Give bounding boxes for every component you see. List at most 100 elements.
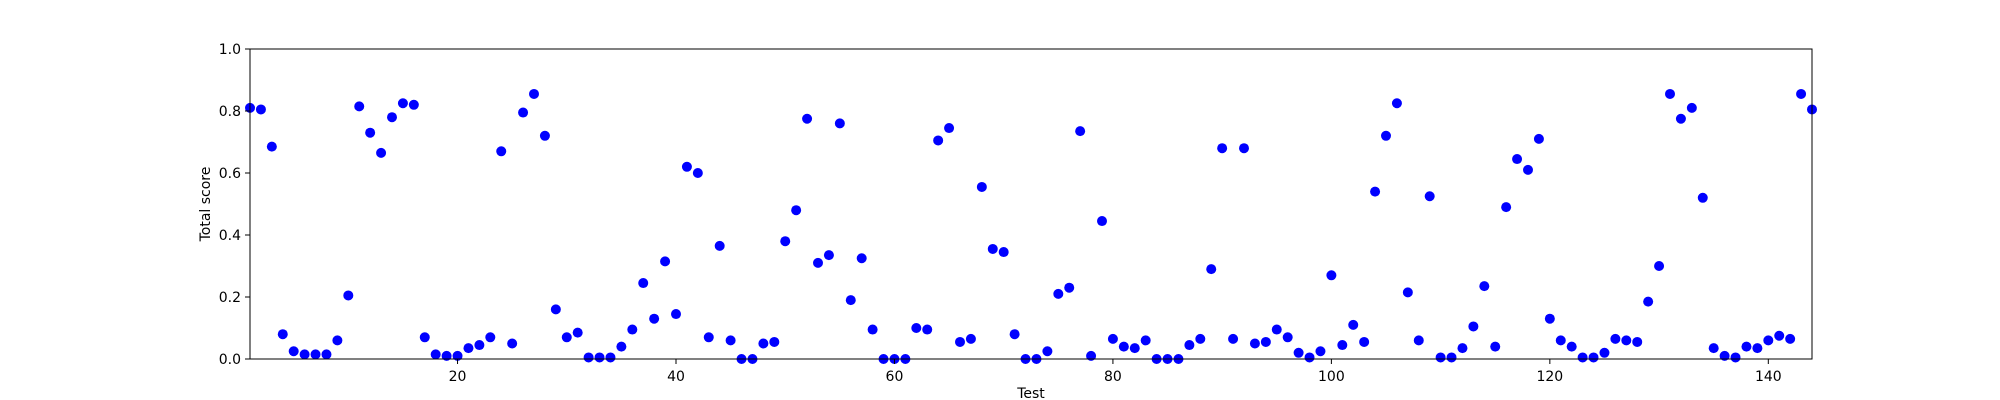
plot-area-frame — [249, 48, 1813, 360]
data-point — [507, 338, 518, 349]
data-point — [605, 352, 616, 363]
data-point — [408, 99, 419, 110]
data-point — [1293, 347, 1304, 358]
data-point — [627, 324, 638, 335]
y-axis-label: Total score — [198, 167, 214, 243]
data-point — [944, 123, 955, 134]
data-point — [321, 349, 332, 360]
data-point — [1654, 261, 1665, 271]
data-point — [955, 336, 965, 347]
data-point — [474, 340, 485, 351]
data-point — [441, 350, 452, 361]
data-point — [1533, 133, 1544, 144]
data-point — [1490, 341, 1501, 352]
x-tick-label: 60 — [886, 369, 904, 385]
data-point — [1697, 192, 1708, 203]
data-point — [354, 101, 365, 112]
data-point — [1610, 333, 1621, 344]
data-point — [714, 240, 725, 251]
data-point — [1304, 352, 1315, 363]
y-tick-label: 0.0 — [219, 352, 241, 368]
data-point — [387, 112, 397, 123]
data-point — [1523, 164, 1533, 175]
data-point — [299, 349, 310, 360]
data-point — [1315, 346, 1326, 357]
data-point — [1479, 281, 1490, 292]
data-point — [496, 146, 507, 157]
data-point — [638, 278, 649, 289]
data-point — [332, 335, 343, 346]
data-point — [692, 168, 703, 178]
data-point — [1730, 352, 1741, 363]
data-point — [813, 257, 823, 268]
data-point — [529, 88, 539, 99]
data-point — [965, 333, 976, 344]
x-tick-label: 80 — [1104, 369, 1122, 385]
x-tick-label: 20 — [449, 369, 467, 385]
data-point — [594, 352, 605, 363]
data-point — [1239, 143, 1249, 154]
x-axis-label: Test — [1016, 386, 1045, 400]
data-point — [1053, 288, 1064, 299]
data-point — [1708, 343, 1719, 354]
data-point — [1217, 143, 1228, 154]
data-point — [1260, 336, 1271, 347]
data-point — [1621, 335, 1632, 346]
y-tick-label: 0.8 — [219, 104, 241, 120]
data-point — [1686, 102, 1697, 113]
data-point — [1075, 126, 1086, 137]
data-point — [1675, 113, 1686, 124]
data-point — [1402, 287, 1413, 298]
data-point — [1468, 321, 1479, 332]
data-point — [419, 332, 430, 343]
data-point — [1140, 335, 1151, 346]
data-point — [1566, 341, 1577, 352]
data-point — [1774, 330, 1785, 341]
data-point — [1665, 88, 1675, 99]
data-point — [463, 343, 474, 354]
data-point — [1752, 343, 1763, 354]
data-point — [1741, 341, 1752, 352]
data-point — [867, 324, 878, 335]
data-point — [1599, 347, 1610, 358]
data-point — [671, 309, 681, 320]
data-point — [583, 352, 594, 363]
data-point — [266, 141, 277, 152]
data-point — [310, 349, 321, 360]
data-point — [1042, 346, 1053, 357]
data-point — [1249, 338, 1260, 349]
data-point — [791, 205, 802, 216]
y-axis-ticks: 0.0 0.2 0.4 0.6 0.8 1.0 — [219, 42, 250, 368]
y-tick-label: 1.0 — [219, 42, 241, 58]
data-point — [1391, 98, 1402, 109]
data-point — [365, 127, 376, 138]
data-point — [1457, 343, 1468, 354]
data-point — [1424, 191, 1435, 202]
data-point — [1118, 341, 1129, 352]
data-point — [780, 236, 791, 247]
data-point — [343, 290, 354, 301]
data-point — [550, 304, 561, 315]
data-point — [1577, 352, 1588, 363]
data-point — [1326, 270, 1337, 281]
data-point — [1763, 335, 1774, 346]
data-point — [1086, 350, 1097, 361]
data-point — [998, 247, 1009, 258]
data-point — [1206, 264, 1217, 275]
data-point — [911, 323, 922, 333]
x-tick-label: 100 — [1318, 369, 1345, 385]
data-point — [922, 324, 933, 335]
data-point — [288, 346, 299, 357]
data-point — [277, 329, 288, 340]
y-tick-label: 0.2 — [219, 290, 241, 306]
data-point — [1009, 329, 1020, 340]
x-tick-label: 40 — [667, 369, 685, 385]
data-point — [845, 295, 856, 306]
data-point — [703, 332, 714, 343]
data-point — [1446, 352, 1457, 363]
data-point — [1348, 319, 1359, 330]
data-point — [1107, 333, 1118, 344]
data-point — [1643, 296, 1654, 307]
data-point — [1544, 313, 1555, 324]
